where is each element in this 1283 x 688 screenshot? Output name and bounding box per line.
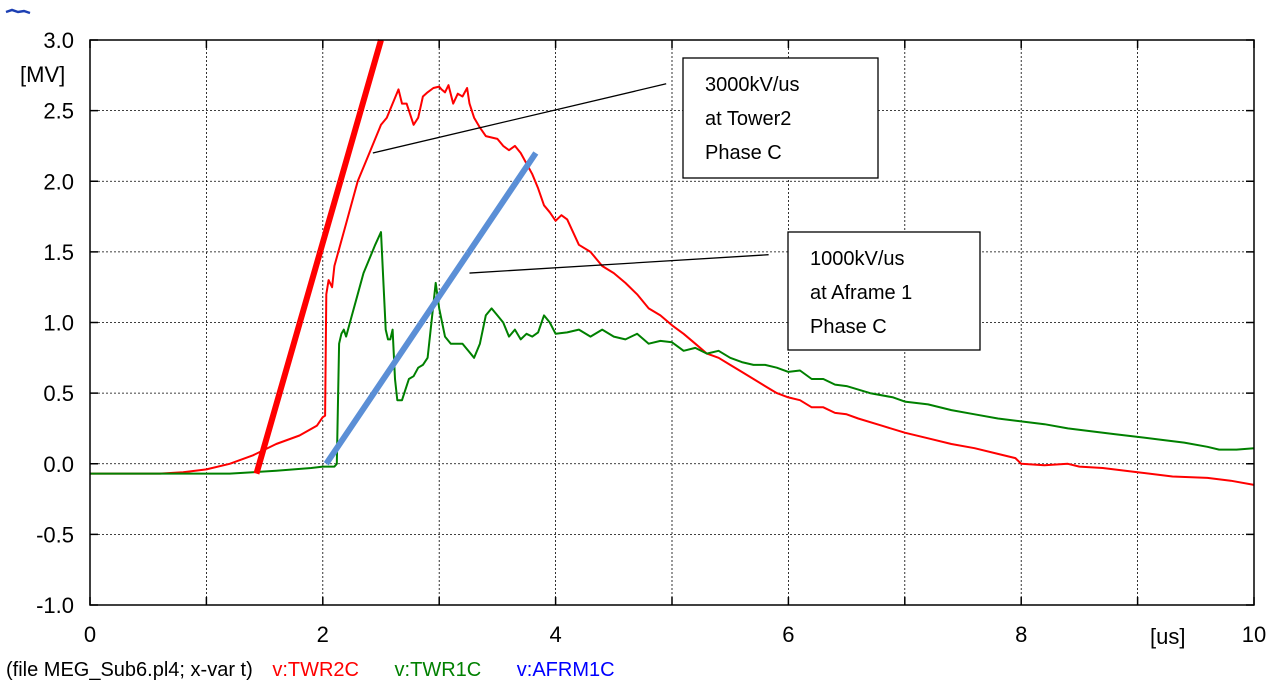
annotation-text: Phase C [705,142,782,164]
axis-ticks [89,39,1255,606]
y-tick-label: 1.5 [43,240,74,265]
annotation-text: at Aframe 1 [810,282,912,304]
legend-entry-twr2c: v:TWR2C [272,659,359,681]
annotation-text: Phase C [810,316,887,338]
annotation-text: 3000kV/us [705,74,800,96]
x-axis-unit-label: [us] [1150,624,1185,649]
series-line-twr1c [90,231,1255,475]
annotation-text: 1000kV/us [810,248,905,270]
y-tick-label: -0.5 [36,522,74,547]
annotation-text: at Tower2 [705,108,791,130]
legend-entry-twr1c: v:TWR1C [395,659,482,681]
y-axis-unit-label: [MV] [20,62,65,87]
annotation-box [787,231,981,351]
x-tick-label: 10 [1242,622,1266,647]
axis-labels: 0 2 4 6 8 10 -1.0 -0.5 0.0 0.5 1.0 1.5 2.0 2.5 3.0 [36,28,1266,647]
y-tick-label: 2.0 [43,169,74,194]
y-tick-label: 0.5 [43,381,74,406]
x-tick-label: 2 [317,622,329,647]
footer-file-info: (file MEG_Sub6.pl4; x-var t) [6,659,253,681]
x-tick-label: 4 [549,622,561,647]
slope-line-1 [253,39,384,475]
x-tick-label: 8 [1015,622,1027,647]
annotation-pointer-line [469,254,769,274]
annotation-box [682,57,879,179]
y-tick-label: -1.0 [36,593,74,618]
y-tick-label: 2.5 [43,99,74,124]
y-tick-label: 1.0 [43,311,74,336]
annotation-pointer-line [372,83,667,154]
series-layer [90,39,1255,486]
footer: (file MEG_Sub6.pl4; x-var t) v:TWR2C v:T… [6,659,615,681]
slope-line-2 [323,151,539,466]
y-tick-label: 0.0 [43,452,74,477]
x-tick-label: 6 [782,622,794,647]
app-logo-icon [5,8,31,15]
x-tick-label: 0 [84,622,96,647]
series-line-twr2c [90,84,1255,486]
y-tick-label: 3.0 [43,28,74,53]
legend-entry-afrm1c: v:AFRM1C [517,659,615,681]
annotation-layer: 3000kV/us at Tower2 Phase C 1000kV/us at Afr… [372,57,981,351]
grid [90,40,1254,605]
